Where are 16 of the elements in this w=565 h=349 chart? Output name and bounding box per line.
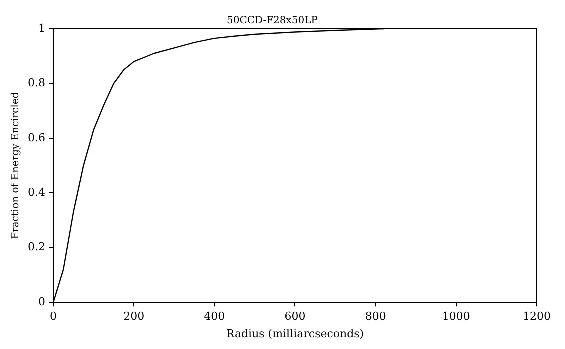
y-tick-label: 0.2: [28, 240, 46, 254]
x-axis-title: Radius (milliarcseconds): [226, 327, 364, 340]
y-tick-label: 0.8: [28, 76, 46, 90]
y-tick-label: 1: [38, 22, 46, 35]
x-tick-label: 1000: [442, 310, 470, 324]
y-tick-label: 0.4: [28, 186, 46, 200]
y-tick-label: 0.6: [28, 131, 46, 144]
x-tick-label: 400: [204, 310, 226, 324]
chart-title: 50CCD-F28x50LP: [226, 16, 318, 27]
x-tick-label: 800: [365, 310, 386, 324]
x-tick-label: 200: [124, 310, 145, 324]
x-tick-label: 1200: [523, 310, 551, 324]
y-axis-title: Fraction of Energy Encircled: [10, 92, 22, 240]
x-tick-label: 0: [50, 310, 57, 324]
y-tick-label: 0: [38, 295, 46, 308]
x-tick-label: 600: [284, 310, 306, 324]
